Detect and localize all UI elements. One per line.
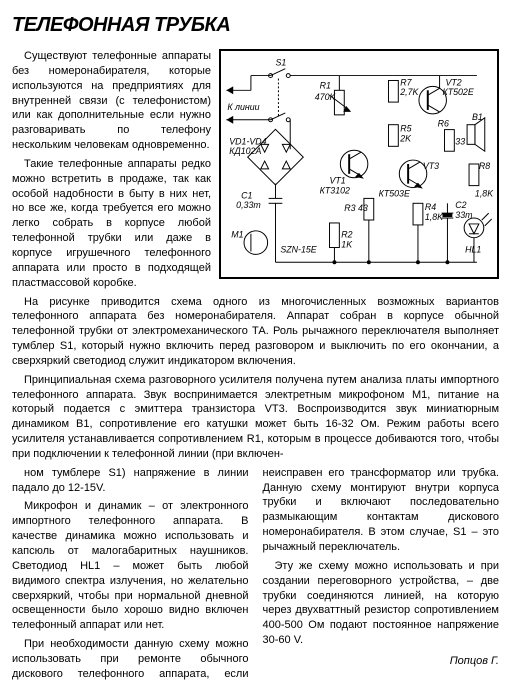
svg-text:VT2: VT2 [445,77,461,87]
paragraph: Эту же схему можно использовать и при со… [263,559,500,648]
paragraph: Принципиальная схема разговорного усилит… [12,373,499,462]
circuit-schematic: К линии S1 VD1-VD4 [219,49,499,279]
svg-text:КТ502Е: КТ502Е [443,87,474,97]
svg-text:КД102А: КД102А [229,146,261,156]
svg-text:0,33m: 0,33m [236,200,261,210]
svg-text:M1: M1 [231,230,243,240]
page-title: ТЕЛЕФОННАЯ ТРУБКА [12,12,499,39]
article-body: К линии S1 VD1-VD4 [12,49,499,682]
svg-text:КТ3102: КТ3102 [320,185,350,195]
svg-text:R7: R7 [400,77,412,87]
svg-text:R2: R2 [341,230,352,240]
svg-text:R3 43: R3 43 [344,203,368,213]
svg-text:К линии: К линии [227,102,259,112]
svg-text:470K: 470K [315,92,337,102]
svg-text:C1: C1 [241,190,252,200]
svg-text:HL1: HL1 [465,244,481,254]
two-column-body: ном тумблере S1) напряжение в линии пада… [12,466,499,682]
svg-text:VT3: VT3 [423,161,439,171]
svg-text:SZN-15E: SZN-15E [280,244,316,254]
author: Попцов Г. [263,654,500,669]
svg-text:33: 33 [455,136,465,146]
paragraph: Микрофон и динамик – от электронного имп… [12,499,249,633]
svg-text:R1: R1 [320,80,331,90]
svg-text:КТ503Е: КТ503Е [379,188,410,198]
svg-text:VD1-VD4: VD1-VD4 [229,136,266,146]
paragraph: На рисунке приводится схема одного из мн… [12,295,499,369]
svg-text:1,8K: 1,8K [425,212,444,222]
svg-text:R5: R5 [400,124,411,134]
svg-text:C2: C2 [455,200,466,210]
svg-text:2,7K: 2,7K [399,87,419,97]
svg-text:S1: S1 [275,58,286,68]
svg-text:1,8K: 1,8K [475,188,494,198]
svg-text:R4: R4 [425,202,436,212]
svg-text:VT1: VT1 [330,176,346,186]
svg-text:1K: 1K [341,240,353,250]
svg-text:B1: B1 [472,112,483,122]
svg-text:2K: 2K [399,133,412,143]
paragraph: ном тумблере S1) напряжение в линии пада… [12,466,249,496]
svg-text:R8: R8 [479,161,490,171]
svg-text:R6: R6 [438,119,449,129]
